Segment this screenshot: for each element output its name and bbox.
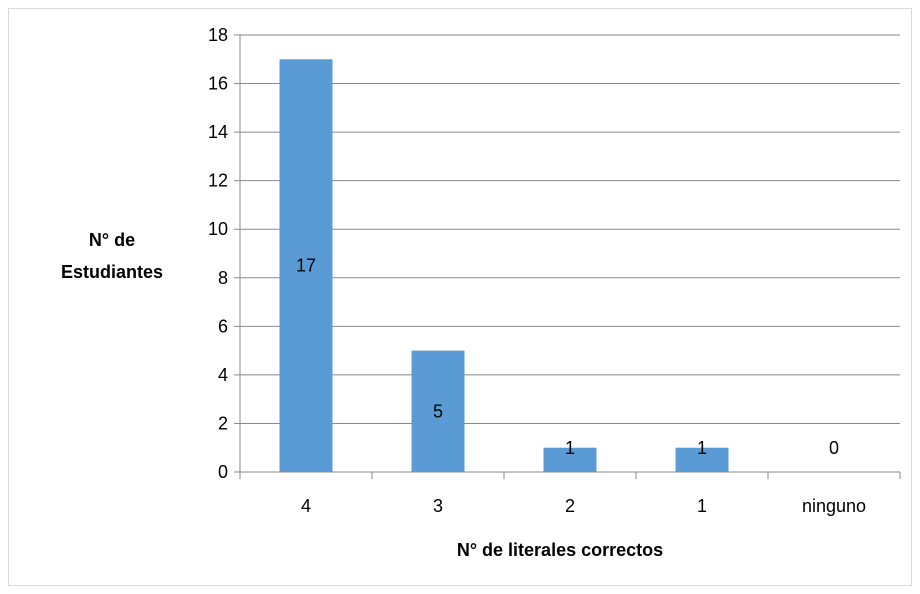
y-axis-title-line-1: N° de: [89, 230, 135, 250]
x-tick-label: 4: [301, 496, 311, 516]
x-tick-label: ninguno: [802, 496, 866, 516]
y-tick-label: 6: [218, 316, 228, 336]
y-tick-label: 14: [208, 122, 228, 142]
y-tick-label: 12: [208, 171, 228, 191]
y-tick-label: 0: [218, 462, 228, 482]
bar-2: [543, 447, 597, 472]
bar-4: [279, 59, 333, 473]
y-tick-label: 4: [218, 365, 228, 385]
y-tick-label: 8: [218, 268, 228, 288]
y-tick-label: 18: [208, 25, 228, 45]
data-label: 1: [565, 438, 575, 458]
bars: [279, 59, 729, 473]
y-tick-label: 16: [208, 74, 228, 94]
gridlines: [240, 34, 900, 424]
bar-1: [675, 447, 729, 472]
x-axis-title: N° de literales correctos: [457, 540, 663, 560]
axes: [234, 34, 901, 479]
data-label: 0: [829, 438, 839, 458]
x-tick-label: 3: [433, 496, 443, 516]
x-tick-label: 1: [697, 496, 707, 516]
data-label: 17: [296, 256, 316, 276]
data-label: 5: [433, 401, 443, 421]
data-label: 1: [697, 438, 707, 458]
y-axis-title-line-2: Estudiantes: [61, 262, 163, 282]
bar-3: [411, 350, 465, 472]
x-tick-label: 2: [565, 496, 575, 516]
y-tick-label: 10: [208, 219, 228, 239]
chart-frame: [8, 8, 912, 586]
labels: 0 2 4 6 8 10 12 14 16 18 4 17 3 5 2 1 1 1 ninguno 0: [208, 25, 866, 516]
y-tick-label: 2: [218, 413, 228, 433]
